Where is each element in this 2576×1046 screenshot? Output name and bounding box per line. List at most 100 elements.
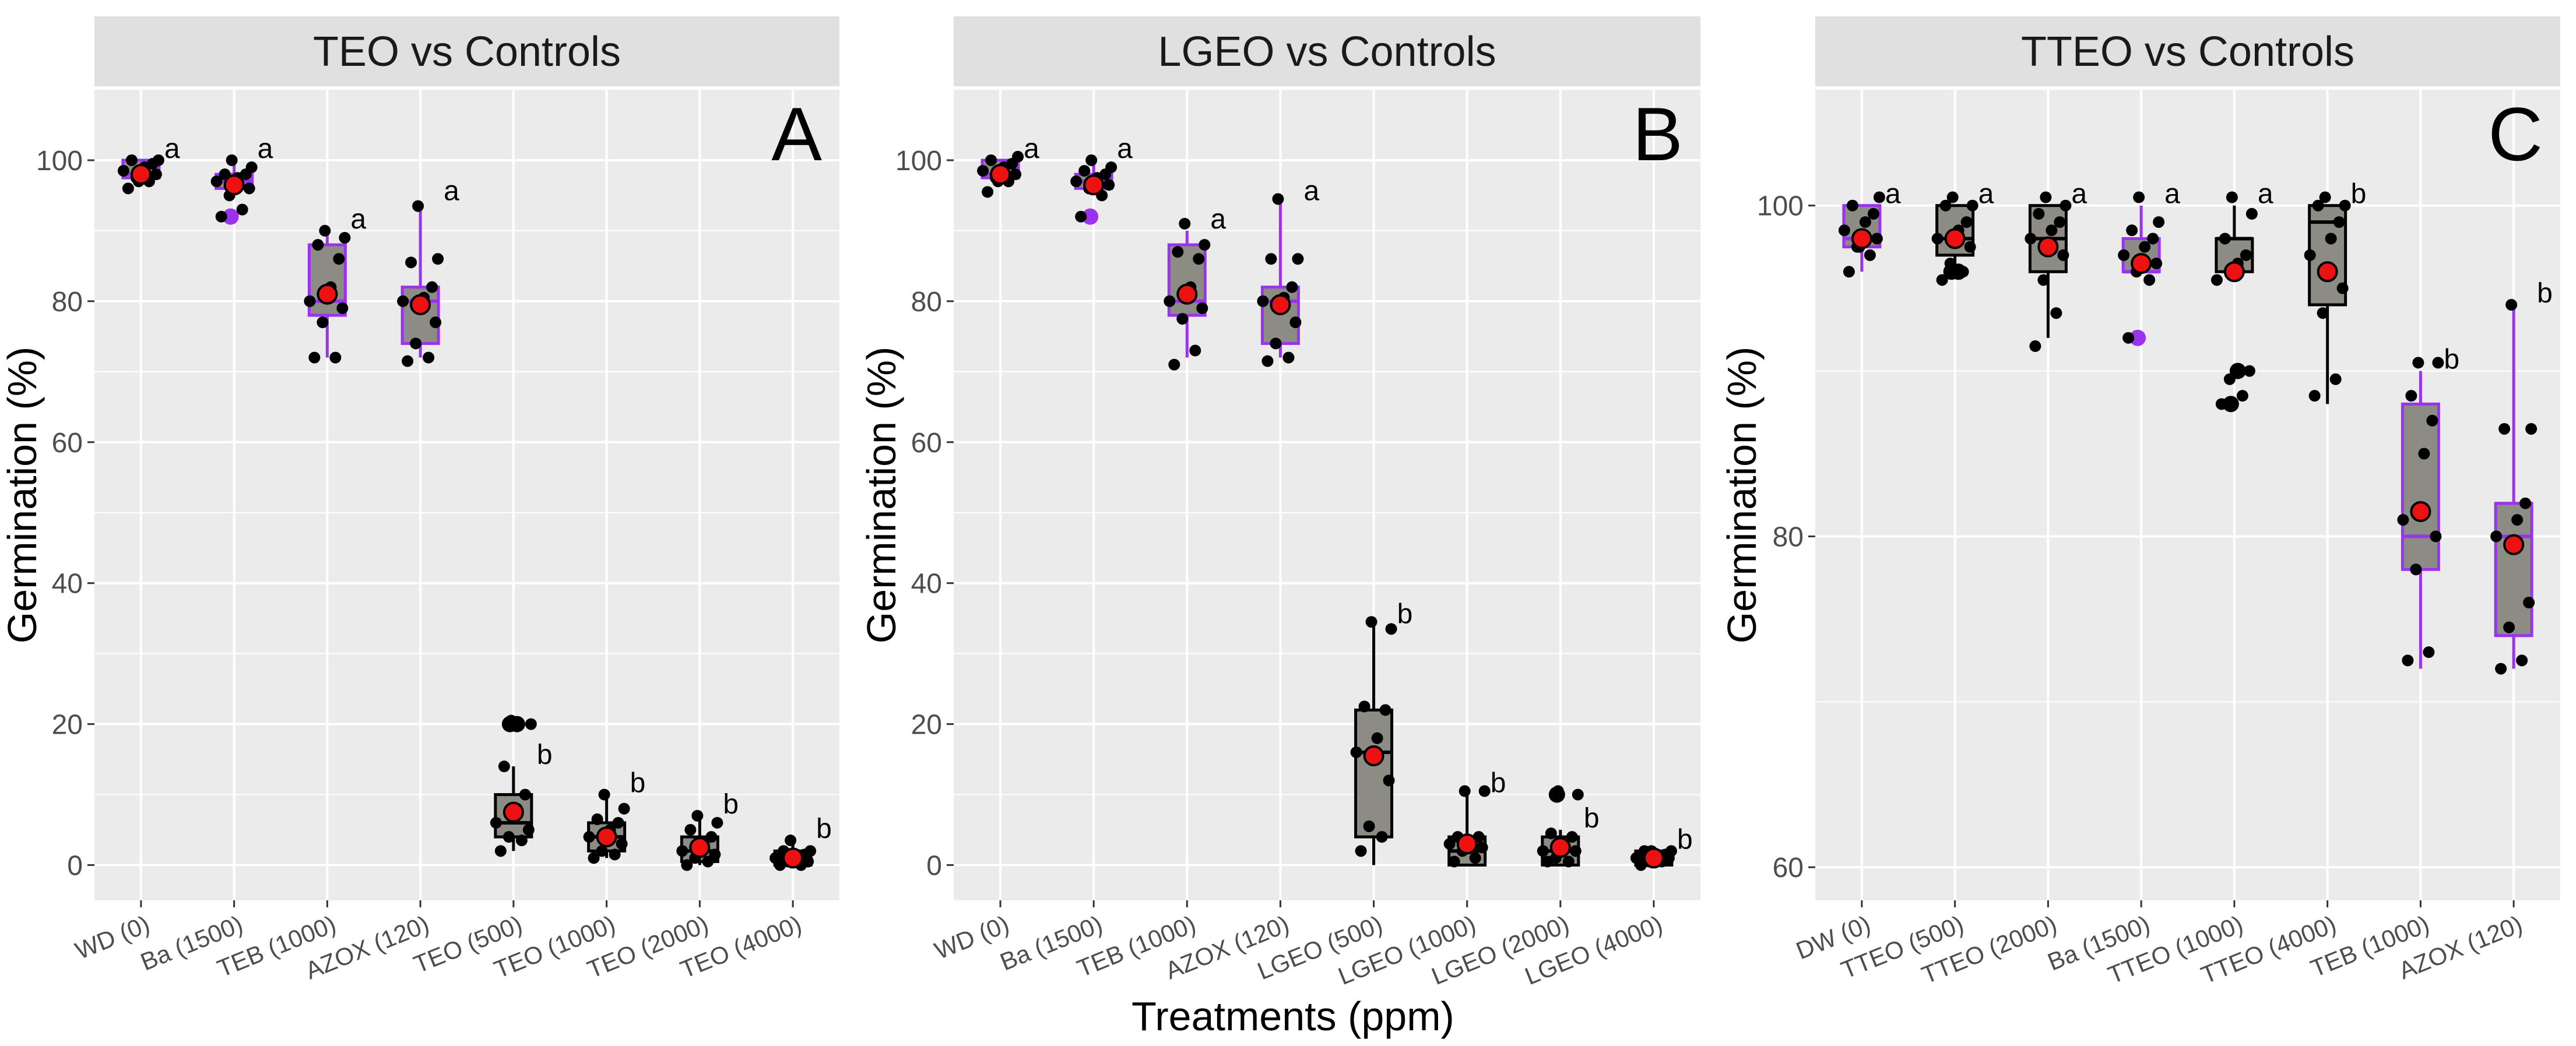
data-point	[1864, 249, 1876, 261]
data-point	[336, 302, 349, 314]
data-point	[2503, 621, 2515, 633]
data-point	[2511, 514, 2524, 526]
data-point	[2319, 191, 2331, 203]
y-tick-label: 60	[911, 428, 942, 459]
data-point	[1010, 168, 1022, 181]
data-point	[1105, 161, 1117, 174]
data-point	[1931, 233, 1944, 245]
data-point	[1286, 281, 1298, 293]
data-point	[1566, 831, 1578, 843]
box-teb-1000: b	[2397, 344, 2459, 669]
box-lgeo-1000: b	[1443, 768, 1506, 868]
box-wd-0: a	[117, 133, 180, 195]
mean-marker	[990, 164, 1011, 185]
data-point	[1199, 239, 1211, 251]
significance-letter: b	[1491, 768, 1506, 799]
panel-b: LGEO vs Controls 0 20 40 60 80 100 Germination …	[859, 16, 1700, 990]
data-point	[505, 714, 517, 727]
data-point	[1443, 838, 1456, 850]
data-point	[432, 253, 444, 265]
data-point	[1196, 302, 1208, 314]
data-point	[985, 154, 997, 166]
data-point	[1176, 313, 1189, 325]
significance-letter: a	[1303, 176, 1319, 207]
data-point	[676, 845, 688, 857]
data-point	[515, 834, 528, 847]
panel-tag: A	[771, 91, 822, 177]
data-point	[2525, 422, 2538, 435]
outlier-point	[222, 208, 239, 225]
data-point	[2490, 530, 2503, 543]
significance-letter: b	[816, 813, 832, 844]
data-point	[1103, 179, 1115, 191]
data-point	[312, 239, 324, 251]
y-tick-label: 100	[36, 146, 83, 177]
data-point	[2423, 646, 2435, 658]
box-ba-1500: a	[1070, 133, 1133, 225]
data-point	[1075, 210, 1087, 223]
significance-letter: b	[1584, 803, 1600, 834]
data-point	[2402, 654, 2414, 667]
significance-letter: a	[2164, 179, 2180, 210]
data-point	[2226, 191, 2238, 203]
y-axis-title: Germination (%)	[1719, 347, 1765, 644]
data-point	[525, 718, 537, 730]
data-point	[1964, 241, 1976, 253]
mean-marker	[1944, 228, 1966, 249]
data-point	[1261, 355, 1274, 367]
mean-marker	[596, 826, 617, 848]
data-point	[2317, 307, 2329, 319]
data-point	[2325, 233, 2337, 245]
data-point	[210, 175, 223, 188]
box-tteo-2000: a	[2025, 179, 2087, 353]
data-point	[1350, 746, 1362, 758]
data-point	[2339, 199, 2351, 212]
data-point	[412, 200, 424, 212]
box-lgeo-500: b	[1350, 598, 1413, 865]
data-point	[226, 154, 238, 166]
data-point	[618, 802, 630, 815]
significance-letter: b	[1397, 598, 1413, 629]
mean-marker	[2503, 534, 2525, 555]
data-point	[2304, 249, 2316, 261]
data-point	[1257, 295, 1269, 307]
significance-letter: b	[2537, 278, 2553, 309]
data-point	[150, 168, 162, 181]
data-point	[785, 834, 797, 847]
data-point	[1665, 845, 1677, 857]
data-point	[1871, 233, 1883, 245]
data-point	[329, 351, 342, 364]
data-point	[430, 316, 442, 329]
data-point	[2219, 233, 2231, 245]
data-point	[1838, 224, 1850, 237]
data-point	[1966, 199, 1978, 212]
box-teb-1000: a	[304, 204, 366, 364]
data-point	[519, 788, 531, 801]
data-point	[426, 281, 438, 293]
data-point	[125, 154, 138, 166]
mean-marker	[130, 164, 152, 185]
data-point	[410, 337, 422, 350]
data-point	[402, 355, 414, 367]
y-tick-label: 80	[911, 287, 942, 318]
mean-marker	[502, 801, 524, 823]
data-point	[304, 295, 316, 307]
box-lgeo-2000: b	[1537, 785, 1600, 868]
data-point	[1846, 199, 1858, 212]
facet-title: LGEO vs Controls	[1158, 29, 1496, 75]
y-tick-label: 0	[67, 851, 83, 882]
mean-marker	[317, 283, 338, 305]
data-point	[1545, 827, 1557, 840]
data-point	[2245, 207, 2258, 220]
data-point	[2516, 654, 2528, 667]
box-teo-500: b	[490, 714, 553, 857]
data-point	[2312, 199, 2324, 212]
box-teo-1000: b	[583, 768, 645, 864]
data-point	[1164, 295, 1176, 307]
data-point	[583, 831, 595, 843]
data-point	[2397, 514, 2409, 526]
significance-letter: a	[1885, 179, 1901, 210]
box-tteo-1000: a	[2210, 179, 2273, 413]
data-point	[2033, 207, 2045, 220]
data-point	[982, 186, 994, 198]
